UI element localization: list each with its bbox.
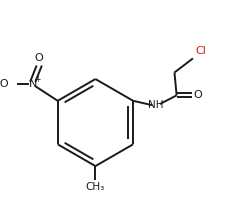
Text: O: O [193, 90, 202, 100]
Text: ⁻O: ⁻O [0, 79, 9, 90]
Text: N: N [28, 79, 37, 90]
Text: +: + [34, 74, 41, 83]
Text: Cl: Cl [195, 46, 206, 56]
Text: NH: NH [148, 100, 164, 110]
Text: O: O [35, 53, 43, 63]
Text: CH₃: CH₃ [86, 182, 105, 193]
